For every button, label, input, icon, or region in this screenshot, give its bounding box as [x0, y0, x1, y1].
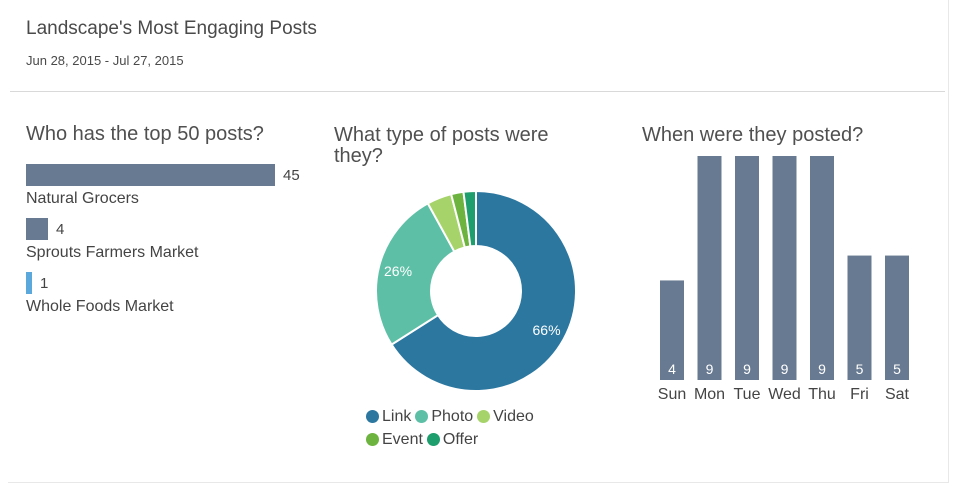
legend-label-video: Video — [493, 407, 534, 425]
post-types-legend: Link Photo Video Event Offer — [366, 407, 538, 453]
bar-value-sat: 5 — [893, 361, 901, 377]
legend-item-event[interactable]: Event — [366, 431, 423, 449]
bar-fri[interactable] — [847, 255, 872, 380]
date-range: Jun 28, 2015 - Jul 27, 2015 — [26, 53, 184, 68]
header-divider — [10, 91, 945, 92]
legend-item-offer[interactable]: Offer — [426, 430, 479, 449]
legend-label-offer: Offer — [442, 430, 479, 448]
bar-natural-grocers[interactable] — [26, 164, 275, 186]
slice-label-link: 66% — [533, 322, 561, 338]
tick-label-thu: Thu — [808, 386, 836, 403]
slice-link[interactable] — [390, 189, 577, 392]
legend-item-photo[interactable]: Photo — [415, 408, 473, 426]
bar-thu[interactable] — [810, 156, 834, 380]
legend-label-photo: Photo — [431, 407, 474, 425]
top-posts-title: Who has the top 50 posts? — [26, 123, 264, 145]
bar-value-thu: 9 — [818, 361, 826, 377]
tick-label-sun: Sun — [658, 386, 686, 403]
bar-sun[interactable] — [660, 280, 684, 380]
legend-label-event: Event — [382, 430, 423, 448]
legend-dot-offer — [426, 433, 440, 446]
slice-offer[interactable] — [462, 189, 477, 248]
bar-value-tue: 9 — [743, 361, 751, 377]
tick-label-mon: Mon — [694, 386, 725, 403]
posted-when-title: When were they posted? — [642, 124, 864, 146]
legend-dot-video — [477, 410, 491, 423]
bar-label-sprouts-farmers-market: Sprouts Farmers Market — [26, 244, 199, 261]
bar-value-fri: 5 — [856, 361, 864, 377]
bar-value-whole-foods-market: 1 — [40, 275, 49, 292]
legend-dot-event — [366, 433, 379, 446]
bar-value-sprouts-farmers-market: 4 — [56, 221, 65, 238]
legend-label-link: Link — [382, 407, 412, 425]
page-title: Landscape's Most Engaging Posts — [26, 18, 317, 39]
bar-sat[interactable] — [885, 255, 909, 380]
bar-value-wed: 9 — [781, 361, 789, 377]
tick-label-tue: Tue — [734, 386, 761, 403]
bar-whole-foods-market[interactable] — [26, 272, 32, 294]
bar-label-whole-foods-market: Whole Foods Market — [26, 298, 174, 315]
bar-tue[interactable] — [735, 156, 759, 380]
post-types-title: What type of posts were they? — [334, 124, 549, 167]
legend-item-link[interactable]: Link — [366, 408, 411, 426]
tick-label-wed: Wed — [768, 386, 801, 403]
bar-mon[interactable] — [697, 156, 722, 380]
tick-label-fri: Fri — [850, 386, 869, 403]
bar-value-natural-grocers: 45 — [283, 167, 300, 184]
legend-dot-photo — [415, 410, 429, 423]
bar-sprouts-farmers-market[interactable] — [26, 218, 48, 240]
post-types-donut-chart: 66% 26% — [375, 189, 577, 392]
bar-wed[interactable] — [772, 156, 797, 380]
legend-dot-link — [366, 410, 379, 423]
bar-label-natural-grocers: Natural Grocers — [26, 190, 139, 207]
posted-when-chart: 4 Sun 9 Mon 9 Tue 9 Wed 9 Thu 5 Fri 5 Sat — [658, 156, 910, 403]
tick-label-sat: Sat — [885, 386, 910, 403]
bar-value-sun: 4 — [668, 361, 676, 377]
slice-photo[interactable] — [375, 202, 456, 346]
bar-value-mon: 9 — [706, 361, 714, 377]
legend-item-video[interactable]: Video — [477, 408, 534, 426]
slice-label-photo: 26% — [384, 263, 412, 279]
